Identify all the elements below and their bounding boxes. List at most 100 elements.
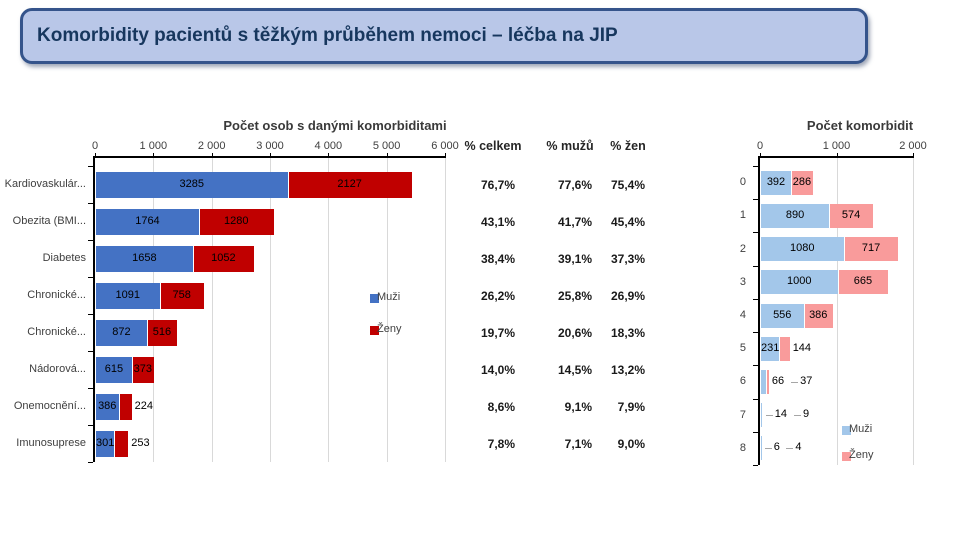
bar-value-label: 1280 [223,214,249,227]
gridline [211,158,213,462]
table-cell: 18,3% [610,325,645,340]
category-label: 6 [739,375,746,388]
category-axis-tick [88,351,93,352]
bar-segment [761,436,763,461]
bar-value-label-outside: 14 [774,408,788,421]
axis-tick-label: 2 000 [899,140,927,152]
bar-segment [96,171,288,198]
left-chart-title: Počet osob s danými komorbiditami [223,118,447,133]
gridline [386,158,388,462]
bar-segment [761,237,844,262]
table-cell: 38,4% [480,251,515,266]
leader-line [765,415,773,417]
bar-segment [96,430,114,457]
bar-value-label-outside: 66 [771,374,785,387]
axis-tick [328,153,330,158]
category-label: 8 [739,441,746,454]
bar-segment [803,303,833,328]
value-axis-line [758,156,914,158]
category-axis-tick [88,462,93,463]
bar-value-label: 717 [861,242,881,255]
bar-segment [96,208,199,235]
category-axis-tick [753,365,758,367]
table-cell: 8,6% [487,399,515,414]
table-cell: 75,4% [610,177,645,192]
bar-segment [96,356,132,383]
bar-value-label: 3285 [179,177,205,190]
category-axis-tick [88,203,93,204]
axis-tick [386,153,388,158]
category-axis-tick [753,431,758,433]
bar-segment [761,303,804,328]
category-label: Imunosuprese [16,437,86,449]
legend-swatch [842,452,851,461]
axis-tick [153,153,155,158]
bar-segment [762,403,764,428]
bar-value-label: 1052 [211,251,236,264]
legend-swatch [842,426,851,435]
legend-swatch [370,326,379,335]
axis-tick-label: 0 [756,140,764,152]
category-label: Chronické... [27,289,86,301]
table-header-zen: % žen [610,139,646,153]
bar-value-label: 1658 [132,251,157,264]
category-axis-line [758,156,760,465]
category-axis-tick [753,298,758,300]
category-label: 5 [739,342,746,355]
bar-value-label-outside: 9 [803,408,810,421]
legend-label: Muži [377,291,401,303]
category-label: Nádorová... [29,363,86,375]
bar-value-label: 386 [98,399,117,412]
bar-segment [96,282,160,309]
leader-line [794,415,801,417]
bar-segment [829,203,873,228]
bar-value-label-outside: 253 [131,436,150,449]
bar-value-label: 516 [152,325,172,338]
bar-value-label: 386 [809,308,828,321]
leader-line [791,381,799,383]
legend-label: Ženy [849,449,874,461]
category-axis-tick [753,332,758,334]
gridline [445,158,446,462]
gridline [270,158,271,462]
table-header-muzu: % mužů [546,139,594,153]
category-label: Obezita (BMI... [12,215,86,227]
category-axis-tick [753,199,758,201]
category-label: Chronické... [27,326,86,338]
axis-tick-label: 6 000 [431,140,459,152]
axis-tick-label: 5 000 [372,140,401,152]
table-cell: 77,6% [557,177,592,192]
table-cell: 9,0% [617,436,645,451]
gridline [328,158,330,462]
bar-segment [159,282,204,309]
bar-segment [146,319,177,346]
axis-tick-label: 1 000 [139,140,168,152]
category-axis-tick [753,166,758,167]
bar-value-label: 615 [104,362,124,375]
right-chart-title: Počet komorbidit [806,118,914,133]
table-cell: 41,7% [557,214,592,229]
legend-swatch [370,294,379,303]
axis-tick [760,153,761,158]
bar-segment [778,336,790,361]
bar-value-label: 872 [112,325,131,338]
leader-line [786,448,794,450]
table-cell: 19,7% [480,325,515,340]
axis-tick-label: 1 000 [822,140,851,152]
bar-segment [192,245,255,272]
bar-value-label: 665 [853,275,873,288]
category-axis-tick [88,277,93,278]
legend-label: Muži [849,423,873,435]
category-axis-tick [753,398,758,400]
bar-segment [843,237,899,262]
axis-tick-label: 0 [91,140,99,152]
table-cell: 7,9% [617,399,645,414]
bar-value-label-outside: 6 [773,441,780,454]
category-label: 4 [739,309,746,321]
gridline [836,158,838,465]
bar-segment [761,436,762,461]
category-axis-tick [753,265,758,267]
axis-tick [95,153,96,158]
axis-tick-label: 4 000 [314,140,343,152]
